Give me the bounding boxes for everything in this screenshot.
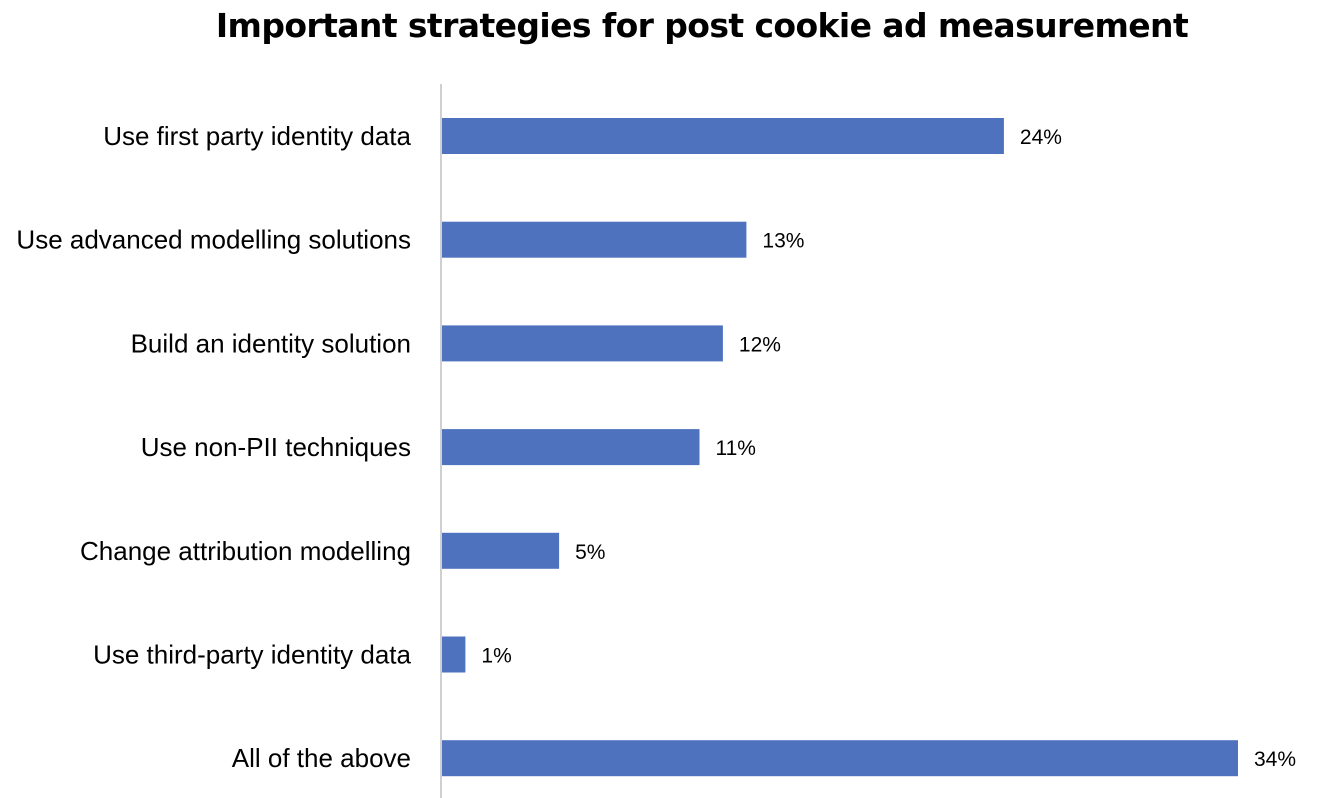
category-label: Change attribution modelling (80, 536, 411, 566)
bar (442, 740, 1238, 777)
chart-title: Important strategies for post cookie ad … (215, 6, 1189, 45)
bar (442, 429, 700, 466)
bar (442, 118, 1004, 154)
category-label: All of the above (232, 743, 411, 773)
bars-group: Use first party identity data 24% Use adva… (16, 118, 1296, 777)
value-label: 1% (481, 645, 511, 668)
bar (442, 325, 723, 362)
category-label: Use advanced modelling solutions (16, 225, 411, 255)
value-label: 11% (716, 437, 756, 460)
value-label: 13% (762, 230, 804, 253)
value-label: 24% (1020, 126, 1062, 149)
value-label: 12% (739, 333, 781, 356)
bar (442, 636, 466, 673)
value-label: 34% (1254, 748, 1296, 771)
category-label: Use third-party identity data (93, 640, 411, 670)
category-label: Build an identity solution (131, 328, 411, 358)
bar (442, 221, 747, 258)
value-label: 5% (575, 541, 605, 564)
bar (442, 532, 560, 569)
category-label: Use non-PII techniques (141, 432, 411, 462)
category-label: Use first party identity data (103, 121, 411, 151)
